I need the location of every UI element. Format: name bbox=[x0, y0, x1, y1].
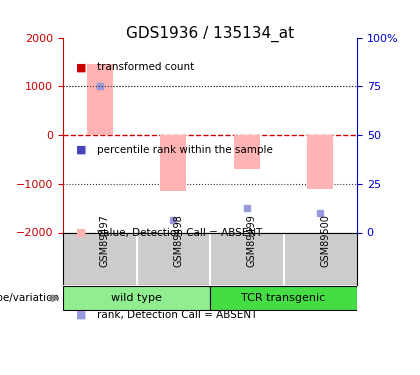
Bar bbox=[87, 64, 113, 135]
Text: value, Detection Call = ABSENT: value, Detection Call = ABSENT bbox=[97, 228, 262, 237]
Text: genotype/variation: genotype/variation bbox=[0, 293, 59, 303]
Text: transformed count: transformed count bbox=[97, 63, 194, 72]
Text: GSM89497: GSM89497 bbox=[100, 214, 110, 267]
Text: GSM89499: GSM89499 bbox=[247, 214, 257, 267]
Text: TCR transgenic: TCR transgenic bbox=[241, 293, 326, 303]
Bar bbox=[234, 135, 260, 169]
Text: ■: ■ bbox=[76, 310, 86, 320]
Text: GSM89498: GSM89498 bbox=[173, 214, 183, 267]
Bar bbox=[307, 135, 333, 189]
Text: GDS1936 / 135134_at: GDS1936 / 135134_at bbox=[126, 26, 294, 42]
FancyBboxPatch shape bbox=[63, 286, 210, 310]
Text: ■: ■ bbox=[76, 228, 86, 237]
Bar bbox=[160, 135, 186, 191]
Text: wild type: wild type bbox=[111, 293, 162, 303]
Text: rank, Detection Call = ABSENT: rank, Detection Call = ABSENT bbox=[97, 310, 257, 320]
Text: percentile rank within the sample: percentile rank within the sample bbox=[97, 145, 273, 155]
Text: ■: ■ bbox=[76, 145, 86, 155]
FancyBboxPatch shape bbox=[210, 286, 357, 310]
Text: GSM89500: GSM89500 bbox=[320, 214, 330, 267]
Text: ■: ■ bbox=[76, 63, 86, 72]
